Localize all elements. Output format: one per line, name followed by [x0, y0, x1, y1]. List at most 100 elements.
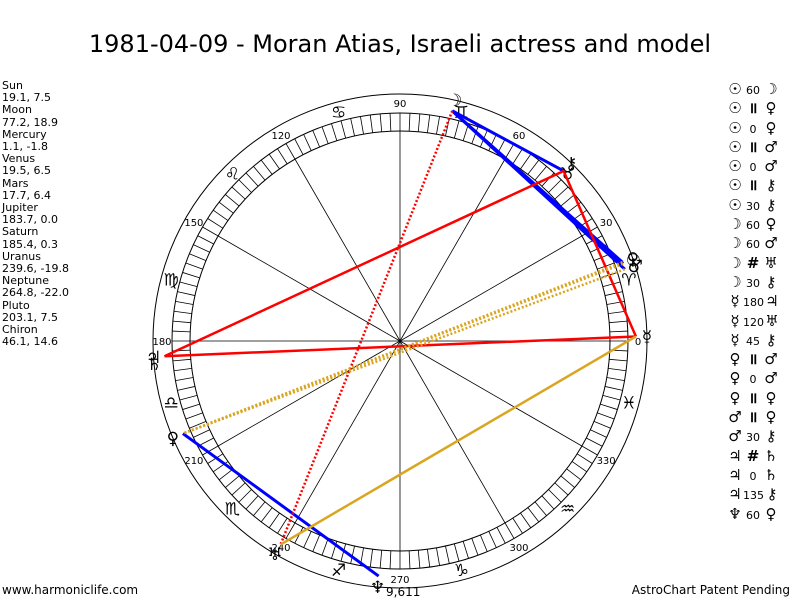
footer-website: www.harmoniclife.com: [2, 583, 139, 597]
aspect-row: ☽ # ♅: [728, 253, 779, 272]
planet-glyph-icon: ♃: [146, 348, 161, 368]
planet-glyph-icon: ♀: [729, 369, 741, 388]
zodiac-sign-icon: ♑: [454, 561, 469, 581]
degree-tick: [340, 120, 347, 139]
aspect-row: ☽ 60 ♂: [728, 233, 779, 252]
footer-patent: AstroChart Patent Pending: [631, 583, 790, 597]
aspect-value: ॥: [748, 176, 758, 195]
planet-glyph-icon: ♀: [627, 250, 639, 270]
degree-tick: [369, 549, 373, 568]
degree-tick: [369, 114, 373, 133]
aspect-row: ♂ ॥ ♀: [728, 407, 779, 426]
degree-label: 330: [597, 456, 616, 467]
planet-glyph-icon: ♂: [628, 257, 643, 277]
planet-glyph-icon: ♆: [370, 578, 385, 598]
degree-tick: [427, 114, 431, 133]
degree-tick: [417, 550, 421, 569]
aspect-line: [279, 335, 637, 546]
degree-tick: [253, 166, 266, 181]
planet-glyph-icon: ☿: [730, 311, 740, 330]
aspect-row: ♃ # ♄: [728, 446, 779, 465]
degree-tick: [586, 437, 603, 447]
aspect-list: ☉ 60 ☽ ☉ ॥ ♀ ☉ 0 ♀ ☉ ॥ ♂ ☉ 0 ♂ ☉ ॥ ⚷ ☉ 30 ⚷ ☽ 60 ♀ ☽ 60 ♂ ☽ # ♅ ☽ 30 ⚷ ☿ 1…: [728, 79, 779, 523]
degree-label: 90: [394, 99, 407, 110]
degree-tick: [321, 538, 329, 556]
outer-ring: [152, 93, 648, 589]
degree-label: 30: [600, 218, 613, 229]
aspect-value: 60: [746, 84, 760, 97]
planet-glyph-icon: ☉: [626, 251, 641, 271]
aspect-row: ♀ ॥ ♀: [728, 388, 779, 407]
aspect-line: [451, 109, 565, 173]
aspect-row: ☉ 0 ♂: [728, 156, 779, 175]
degree-tick: [172, 330, 191, 333]
planet-glyph-icon: ♃: [765, 292, 779, 311]
degree-tick: [471, 538, 479, 556]
degree-tick: [238, 179, 252, 193]
aspect-row: ♃135 ⚷: [728, 484, 779, 503]
planet-glyph-icon: ☽: [728, 272, 742, 291]
aspect-line: [164, 335, 637, 358]
degree-tick: [173, 368, 192, 372]
aspect-value: 45: [746, 334, 760, 348]
aspect-row: ☉ ॥ ⚷: [728, 175, 779, 194]
degree-tick: [268, 512, 280, 528]
degree-tick: [175, 301, 194, 305]
degree-tick: [225, 475, 240, 488]
sign-spoke: [217, 340, 401, 447]
planet-glyph-icon: ♂: [764, 137, 778, 156]
planet-glyph-icon: ☽: [447, 91, 462, 111]
degree-tick: [496, 527, 506, 544]
sign-spoke: [294, 158, 401, 342]
degree-tick: [321, 126, 329, 144]
degree-tick: [609, 320, 628, 324]
degree-tick: [534, 166, 547, 181]
degree-tick: [609, 358, 628, 362]
zodiac-signs: ♈♉♊♋♌♍♎♏♐ ♑♒♓: [163, 103, 636, 581]
degree-tick: [554, 186, 569, 200]
degree-tick: [303, 134, 312, 151]
aspect-row: ☽ 60 ♀: [728, 214, 779, 233]
degree-tick: [534, 501, 547, 516]
aspect-value: 180: [743, 296, 764, 310]
zodiac-sign-icon: ♋: [331, 103, 346, 123]
aspect-value: #: [746, 446, 760, 465]
degree-tick: [548, 179, 562, 193]
degree-tick: [213, 209, 229, 221]
aspect-value: 60: [746, 219, 760, 233]
aspect-line: [279, 110, 454, 546]
aspect-value: ॥: [748, 350, 758, 369]
degree-tick: [602, 281, 621, 288]
degree-tick: [197, 235, 214, 245]
degree-label: 210: [184, 456, 203, 467]
planet-position: 203.1, 7.5: [2, 310, 58, 324]
aspect-row: ♂ 30 ⚷: [728, 426, 779, 445]
planet-glyph-icon: ♂: [764, 369, 778, 388]
sign-spoke: [294, 340, 401, 524]
planet-name: Jupiter: [2, 201, 38, 215]
planet-glyph-icon: ♀: [167, 429, 179, 449]
planet-glyph-icon: ♂: [728, 408, 742, 427]
degree-tick: [453, 543, 460, 562]
degree-tick: [350, 545, 355, 564]
aspect-value: ॥: [748, 388, 758, 407]
planet-glyph-icon: ♄: [764, 446, 778, 465]
aspect-row: ♀ ॥ ♂: [728, 349, 779, 368]
degree-tick: [294, 138, 304, 155]
degree-tick: [379, 550, 383, 569]
planet-glyph-icon: ♀: [729, 350, 741, 369]
planet-name: Pluto: [2, 298, 30, 312]
degree-tick: [193, 244, 210, 253]
degree-tick: [560, 194, 575, 207]
aspect-value: 0: [749, 161, 757, 175]
degree-label: 0: [635, 337, 641, 348]
degree-tick: [597, 412, 615, 420]
degree-tick: [253, 501, 266, 516]
degree-tick: [604, 291, 623, 296]
degree-tick: [182, 403, 200, 410]
degree-tick: [602, 394, 621, 401]
planet-glyph-icon: ⚷: [765, 195, 777, 214]
planet-glyph-icon: ☽: [728, 253, 742, 272]
degree-tick: [408, 550, 411, 569]
